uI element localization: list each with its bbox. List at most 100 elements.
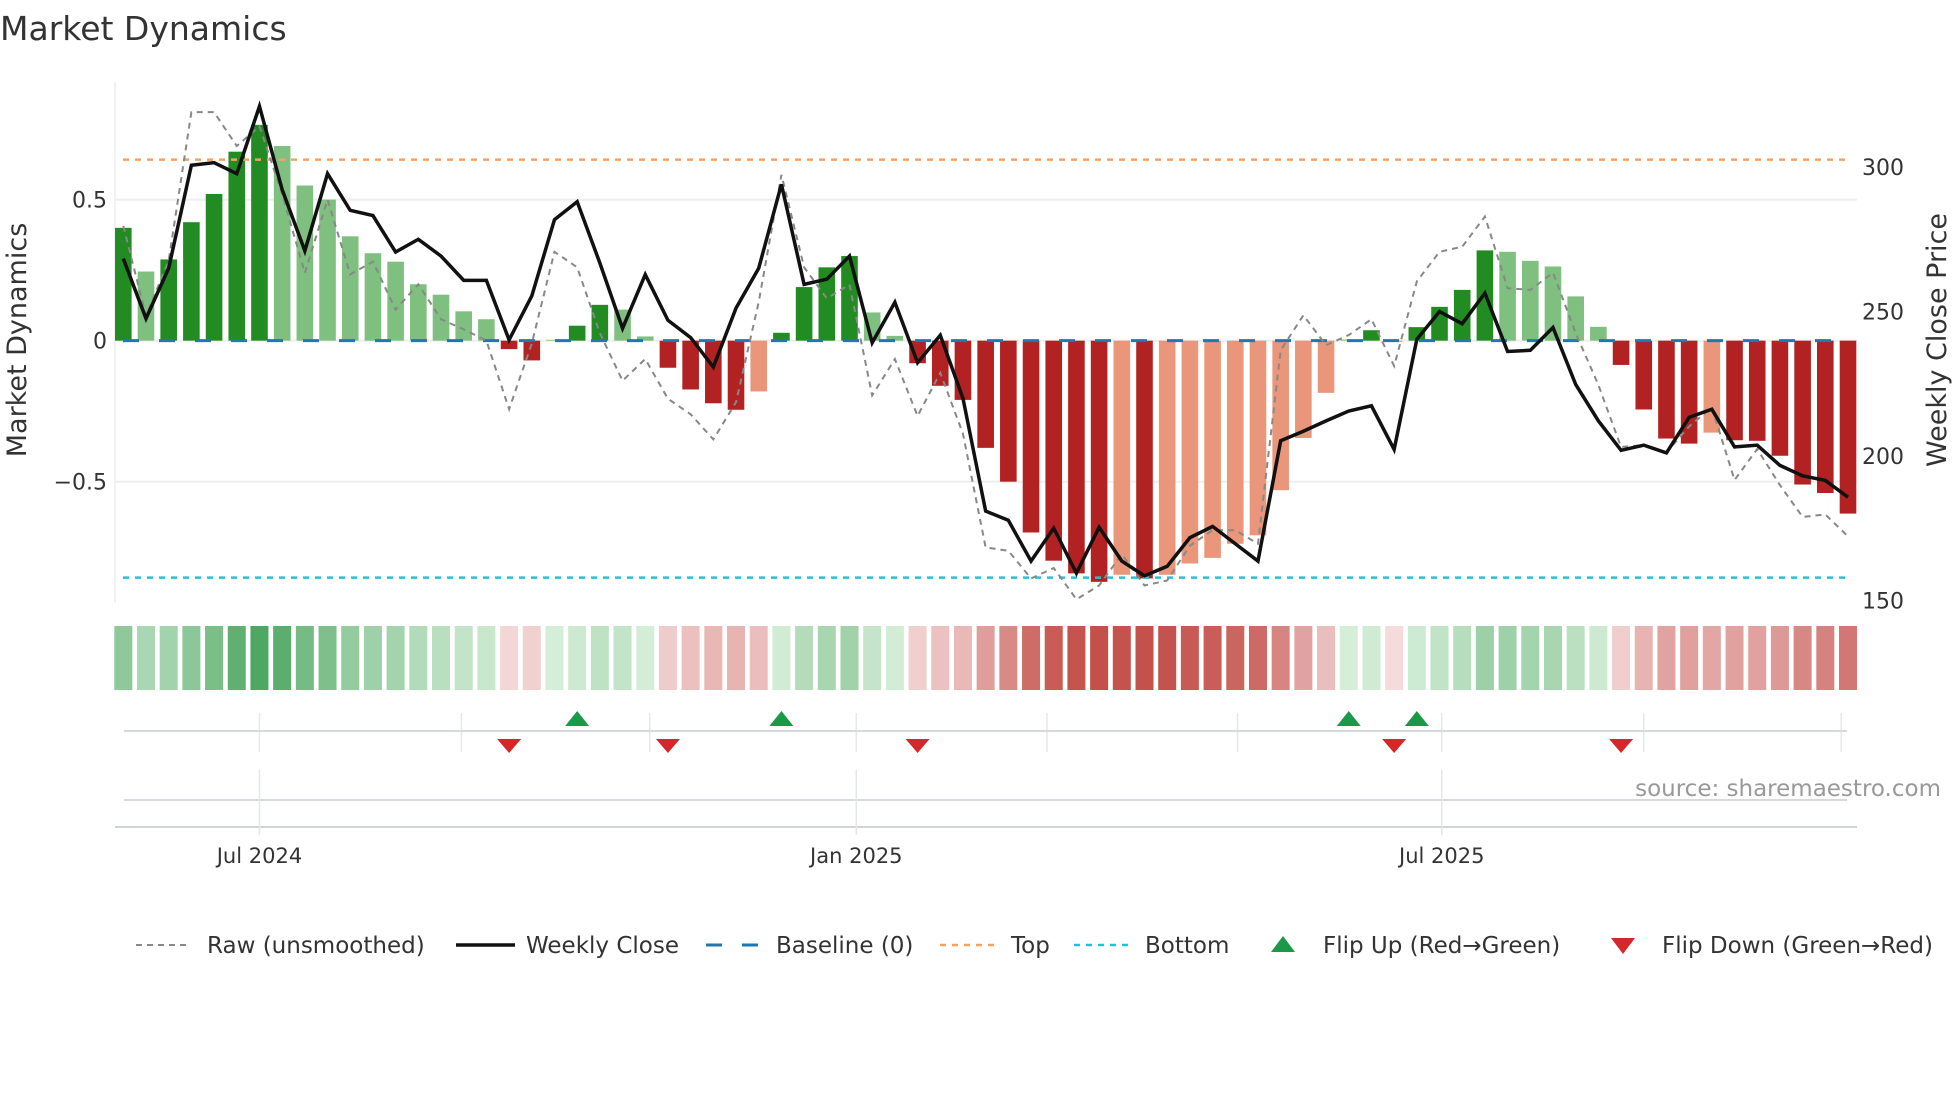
heat-cell bbox=[1521, 626, 1540, 690]
heat-cell bbox=[159, 626, 178, 690]
heat-cell bbox=[1566, 626, 1585, 690]
dynamics-bar bbox=[500, 340, 518, 350]
legend-label: Raw (unsmoothed) bbox=[207, 933, 425, 959]
flip-up-marker bbox=[1336, 711, 1361, 726]
flip-down-marker bbox=[905, 739, 930, 753]
dynamics-bar bbox=[1453, 289, 1471, 341]
dynamics-bar bbox=[591, 304, 609, 341]
heat-cell bbox=[454, 626, 473, 690]
heat-cell bbox=[386, 626, 405, 690]
dynamics-bar bbox=[1045, 340, 1063, 561]
axes: Jul 2024 Jan 2025 Jul 2025 0.5 0 −0.5 300 250 20… bbox=[54, 156, 1904, 868]
dynamics-bar bbox=[1249, 340, 1267, 536]
dynamics-bar bbox=[1680, 340, 1698, 444]
heat-cell bbox=[182, 626, 201, 690]
heat-cell bbox=[1589, 626, 1608, 690]
flip-down-marker bbox=[497, 739, 522, 753]
dynamics-bar bbox=[886, 335, 904, 341]
heat-cell bbox=[1022, 626, 1041, 690]
heat-cell bbox=[590, 626, 609, 690]
dynamics-bar bbox=[1226, 340, 1244, 544]
dynamics-bar bbox=[1000, 340, 1017, 482]
legend-label: Baseline (0) bbox=[776, 933, 913, 959]
heat-cell bbox=[1294, 626, 1313, 690]
dynamics-bar bbox=[1022, 340, 1040, 533]
dynamics-bar bbox=[1363, 330, 1380, 341]
heat-cell bbox=[341, 626, 360, 690]
heat-cell bbox=[1657, 626, 1676, 690]
y2-tick-label: 150 bbox=[1862, 590, 1904, 615]
heat-cell bbox=[727, 626, 746, 690]
dynamics-bar bbox=[1635, 340, 1653, 410]
dynamics-bar bbox=[1113, 340, 1131, 575]
heat-cell bbox=[1226, 626, 1245, 690]
raw-unsmoothed-line bbox=[122, 111, 1849, 601]
heat-cell bbox=[1816, 626, 1835, 690]
heat-cell bbox=[1839, 626, 1857, 690]
dynamics-bar bbox=[659, 340, 677, 368]
heat-cell bbox=[1067, 626, 1086, 690]
heat-cell bbox=[772, 626, 791, 690]
flip-down-marker bbox=[1382, 739, 1407, 753]
dynamics-bar bbox=[1181, 340, 1199, 564]
dynamics-bar bbox=[1567, 296, 1584, 341]
legend-label: Weekly Close bbox=[526, 933, 679, 959]
heat-cell bbox=[227, 626, 246, 690]
legend-label: Bottom bbox=[1145, 933, 1229, 959]
dynamics-bar bbox=[205, 193, 223, 341]
dynamics-bar bbox=[455, 311, 473, 341]
heat-cell bbox=[1180, 626, 1199, 690]
heat-cell bbox=[409, 626, 428, 690]
legend-label: Flip Up (Red→Green) bbox=[1323, 933, 1560, 959]
heat-cell bbox=[318, 626, 337, 690]
dynamics-bar bbox=[1090, 340, 1108, 582]
x-tick-label: Jul 2025 bbox=[1397, 844, 1484, 868]
heat-cell bbox=[840, 626, 859, 690]
legend: Raw (unsmoothed) Weekly Close Baseline (0)… bbox=[136, 933, 1933, 959]
weekly-close-line bbox=[121, 100, 1850, 578]
dynamics-bar bbox=[296, 185, 314, 341]
dynamics-bar bbox=[1658, 340, 1675, 439]
dynamics-bar bbox=[183, 222, 200, 341]
heat-cell bbox=[1203, 626, 1222, 690]
dynamics-bar bbox=[1499, 251, 1516, 341]
y2-axis-title: Weekly Close Price bbox=[1922, 213, 1953, 467]
heat-cell bbox=[1793, 626, 1812, 690]
dynamics-bar bbox=[1317, 340, 1335, 393]
dynamics-bar bbox=[1295, 340, 1312, 438]
heat-cell bbox=[295, 626, 314, 690]
heat-cell bbox=[636, 626, 655, 690]
heat-cell bbox=[1702, 626, 1721, 690]
flip-markers bbox=[124, 711, 1847, 801]
dynamics-bar bbox=[364, 253, 382, 341]
y-tick-label: 0.5 bbox=[72, 189, 107, 214]
heat-cell bbox=[1135, 626, 1154, 690]
heat-cell bbox=[1725, 626, 1744, 690]
dynamics-bar bbox=[137, 271, 155, 341]
heat-cell bbox=[205, 626, 224, 690]
heat-cell bbox=[1453, 626, 1472, 690]
chart-title: Market Dynamics bbox=[0, 9, 287, 48]
dynamics-bar bbox=[115, 227, 132, 341]
heat-cell bbox=[1317, 626, 1336, 690]
heat-cell bbox=[1248, 626, 1267, 690]
heat-cell bbox=[1044, 626, 1063, 690]
dynamics-bar bbox=[546, 339, 563, 341]
heat-cell bbox=[1271, 626, 1290, 690]
dynamics-bar bbox=[319, 199, 336, 341]
heat-cell bbox=[1407, 626, 1426, 690]
dynamics-bar bbox=[478, 319, 495, 341]
heat-cell bbox=[1339, 626, 1358, 690]
x-tick-label: Jan 2025 bbox=[808, 844, 903, 868]
dynamics-bar bbox=[795, 287, 813, 341]
y2-tick-label: 200 bbox=[1862, 445, 1904, 470]
heat-cell bbox=[1770, 626, 1789, 690]
y-tick-label: 0 bbox=[93, 330, 107, 355]
flip-down-marker bbox=[1609, 739, 1634, 753]
flip-up-marker bbox=[769, 711, 794, 726]
heat-cell bbox=[976, 626, 995, 690]
y2-tick-label: 300 bbox=[1862, 156, 1904, 181]
dynamics-bar bbox=[1136, 340, 1153, 579]
y2-tick-label: 250 bbox=[1862, 301, 1904, 326]
